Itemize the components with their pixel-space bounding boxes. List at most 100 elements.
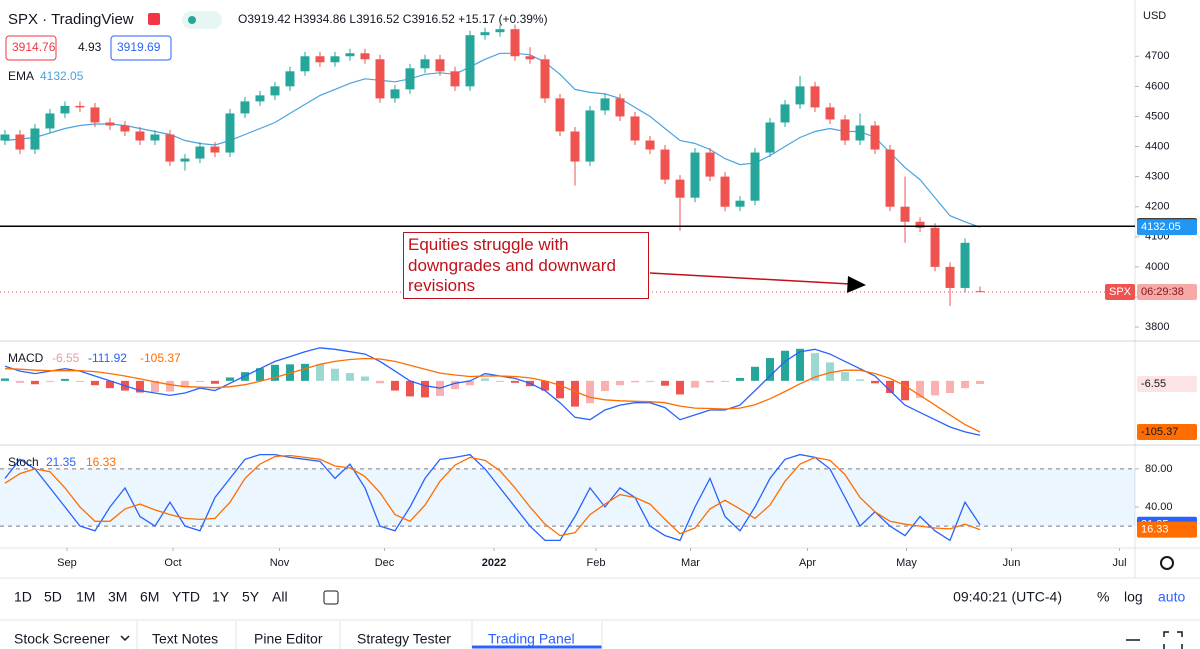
candle-body bbox=[795, 86, 805, 105]
histogram-bar bbox=[375, 380, 384, 384]
histogram-bar bbox=[135, 380, 144, 393]
y-tick-label: 4300 bbox=[1145, 171, 1169, 183]
scale-button[interactable]: % bbox=[1097, 589, 1109, 605]
histogram-bar bbox=[510, 380, 519, 383]
histogram-bar bbox=[270, 364, 279, 381]
label: USD bbox=[1143, 10, 1166, 22]
tab[interactable]: Strategy Tester bbox=[357, 631, 451, 647]
histogram-bar bbox=[796, 348, 805, 381]
candle-body bbox=[750, 152, 760, 201]
y-tick-label: 4600 bbox=[1145, 80, 1169, 92]
label: 4132.05 bbox=[40, 69, 84, 83]
candle-body bbox=[900, 206, 910, 222]
tab[interactable]: Pine Editor bbox=[254, 631, 323, 647]
signal-badge-bg bbox=[1137, 424, 1197, 441]
histogram-bar bbox=[616, 380, 625, 386]
y-tick-label: 80.00 bbox=[1145, 463, 1173, 475]
scale-button[interactable]: auto bbox=[1158, 589, 1185, 605]
status-pill bbox=[182, 11, 222, 29]
range-button[interactable]: 5Y bbox=[242, 589, 260, 605]
candle-body bbox=[810, 86, 820, 108]
candle-body bbox=[735, 200, 745, 207]
candle-body bbox=[360, 53, 370, 60]
histogram-bar bbox=[901, 380, 910, 401]
candle-body bbox=[885, 149, 895, 207]
candle-body bbox=[945, 266, 955, 288]
calendar-icon[interactable] bbox=[323, 590, 339, 605]
candle-body bbox=[930, 227, 940, 267]
histogram-bar bbox=[766, 358, 775, 381]
hist-badge: -6.55 bbox=[1141, 378, 1166, 390]
range-button[interactable]: 6M bbox=[140, 589, 159, 605]
histogram-bar bbox=[405, 380, 414, 397]
histogram-bar bbox=[886, 380, 895, 393]
y-tick-label: 40.00 bbox=[1145, 501, 1173, 513]
chevron[interactable] bbox=[120, 635, 130, 642]
candle-body bbox=[615, 98, 625, 117]
histogram-bar bbox=[916, 380, 925, 398]
tab[interactable]: Trading Panel bbox=[488, 631, 575, 647]
countdown-badge: 06:29:38 bbox=[1141, 286, 1184, 298]
candle-body bbox=[555, 98, 565, 132]
bid-box bbox=[5, 35, 57, 61]
tab[interactable]: Stock Screener bbox=[14, 631, 110, 647]
candle-body bbox=[675, 179, 685, 198]
scale-button[interactable]: log bbox=[1124, 589, 1143, 605]
histogram-bar bbox=[180, 380, 189, 388]
histogram-bar bbox=[961, 380, 970, 389]
range-button[interactable]: 3M bbox=[108, 589, 127, 605]
candle-body bbox=[840, 119, 850, 141]
candle-body bbox=[195, 146, 205, 159]
settings-icon[interactable] bbox=[1160, 556, 1174, 570]
candle-body bbox=[330, 56, 340, 63]
histogram-bar bbox=[706, 380, 715, 383]
tab[interactable]: Text Notes bbox=[152, 631, 218, 647]
histogram-bar bbox=[210, 380, 219, 384]
histogram-bar bbox=[856, 379, 865, 381]
histogram-bar bbox=[721, 380, 730, 382]
histogram-bar bbox=[841, 372, 850, 381]
label: -105.37 bbox=[140, 351, 181, 365]
label: 3914.76 bbox=[12, 40, 56, 54]
x-tick-label: Jul bbox=[1113, 557, 1127, 569]
range-button[interactable]: 5D bbox=[44, 589, 62, 605]
histogram-bar bbox=[586, 380, 595, 404]
d-badge: 16.33 bbox=[1141, 523, 1169, 535]
range-button[interactable]: 1Y bbox=[212, 589, 230, 605]
range-button[interactable]: YTD bbox=[172, 589, 200, 605]
candle-body bbox=[510, 29, 520, 57]
candle-body bbox=[240, 101, 250, 114]
ema-badge-bg bbox=[1137, 219, 1197, 236]
candle-body bbox=[270, 86, 280, 96]
symbol-badge: SPX bbox=[1109, 286, 1132, 298]
signal-badge: -105.37 bbox=[1141, 426, 1178, 438]
candle-body bbox=[585, 110, 595, 162]
histogram-bar bbox=[360, 376, 369, 381]
histogram-bar bbox=[601, 380, 610, 392]
candle-body bbox=[225, 113, 235, 153]
candle-body bbox=[645, 140, 655, 150]
candle-body bbox=[450, 71, 460, 87]
histogram-bar bbox=[105, 380, 114, 389]
candle-body bbox=[600, 98, 610, 111]
candle-body bbox=[105, 122, 115, 126]
label: Stoch bbox=[8, 455, 39, 469]
candle-body bbox=[420, 59, 430, 69]
x-tick-label: Nov bbox=[270, 557, 290, 569]
candle-body bbox=[690, 152, 700, 198]
d-badge-bg bbox=[1137, 521, 1197, 538]
range-button[interactable]: 1M bbox=[76, 589, 95, 605]
histogram-bar bbox=[15, 380, 24, 383]
candle-body bbox=[285, 71, 295, 87]
range-button[interactable]: 1D bbox=[14, 589, 32, 605]
macd-line bbox=[4, 347, 981, 436]
fullscreen-icon[interactable] bbox=[1163, 631, 1183, 649]
label: -6.55 bbox=[52, 351, 80, 365]
candle-body bbox=[960, 242, 970, 288]
annotation: Equities struggle with downgrades and do… bbox=[403, 232, 649, 299]
histogram-bar bbox=[165, 380, 174, 392]
range-button[interactable]: All bbox=[272, 589, 288, 605]
x-tick-label: May bbox=[896, 557, 917, 569]
y-tick-label: 4700 bbox=[1145, 50, 1169, 62]
